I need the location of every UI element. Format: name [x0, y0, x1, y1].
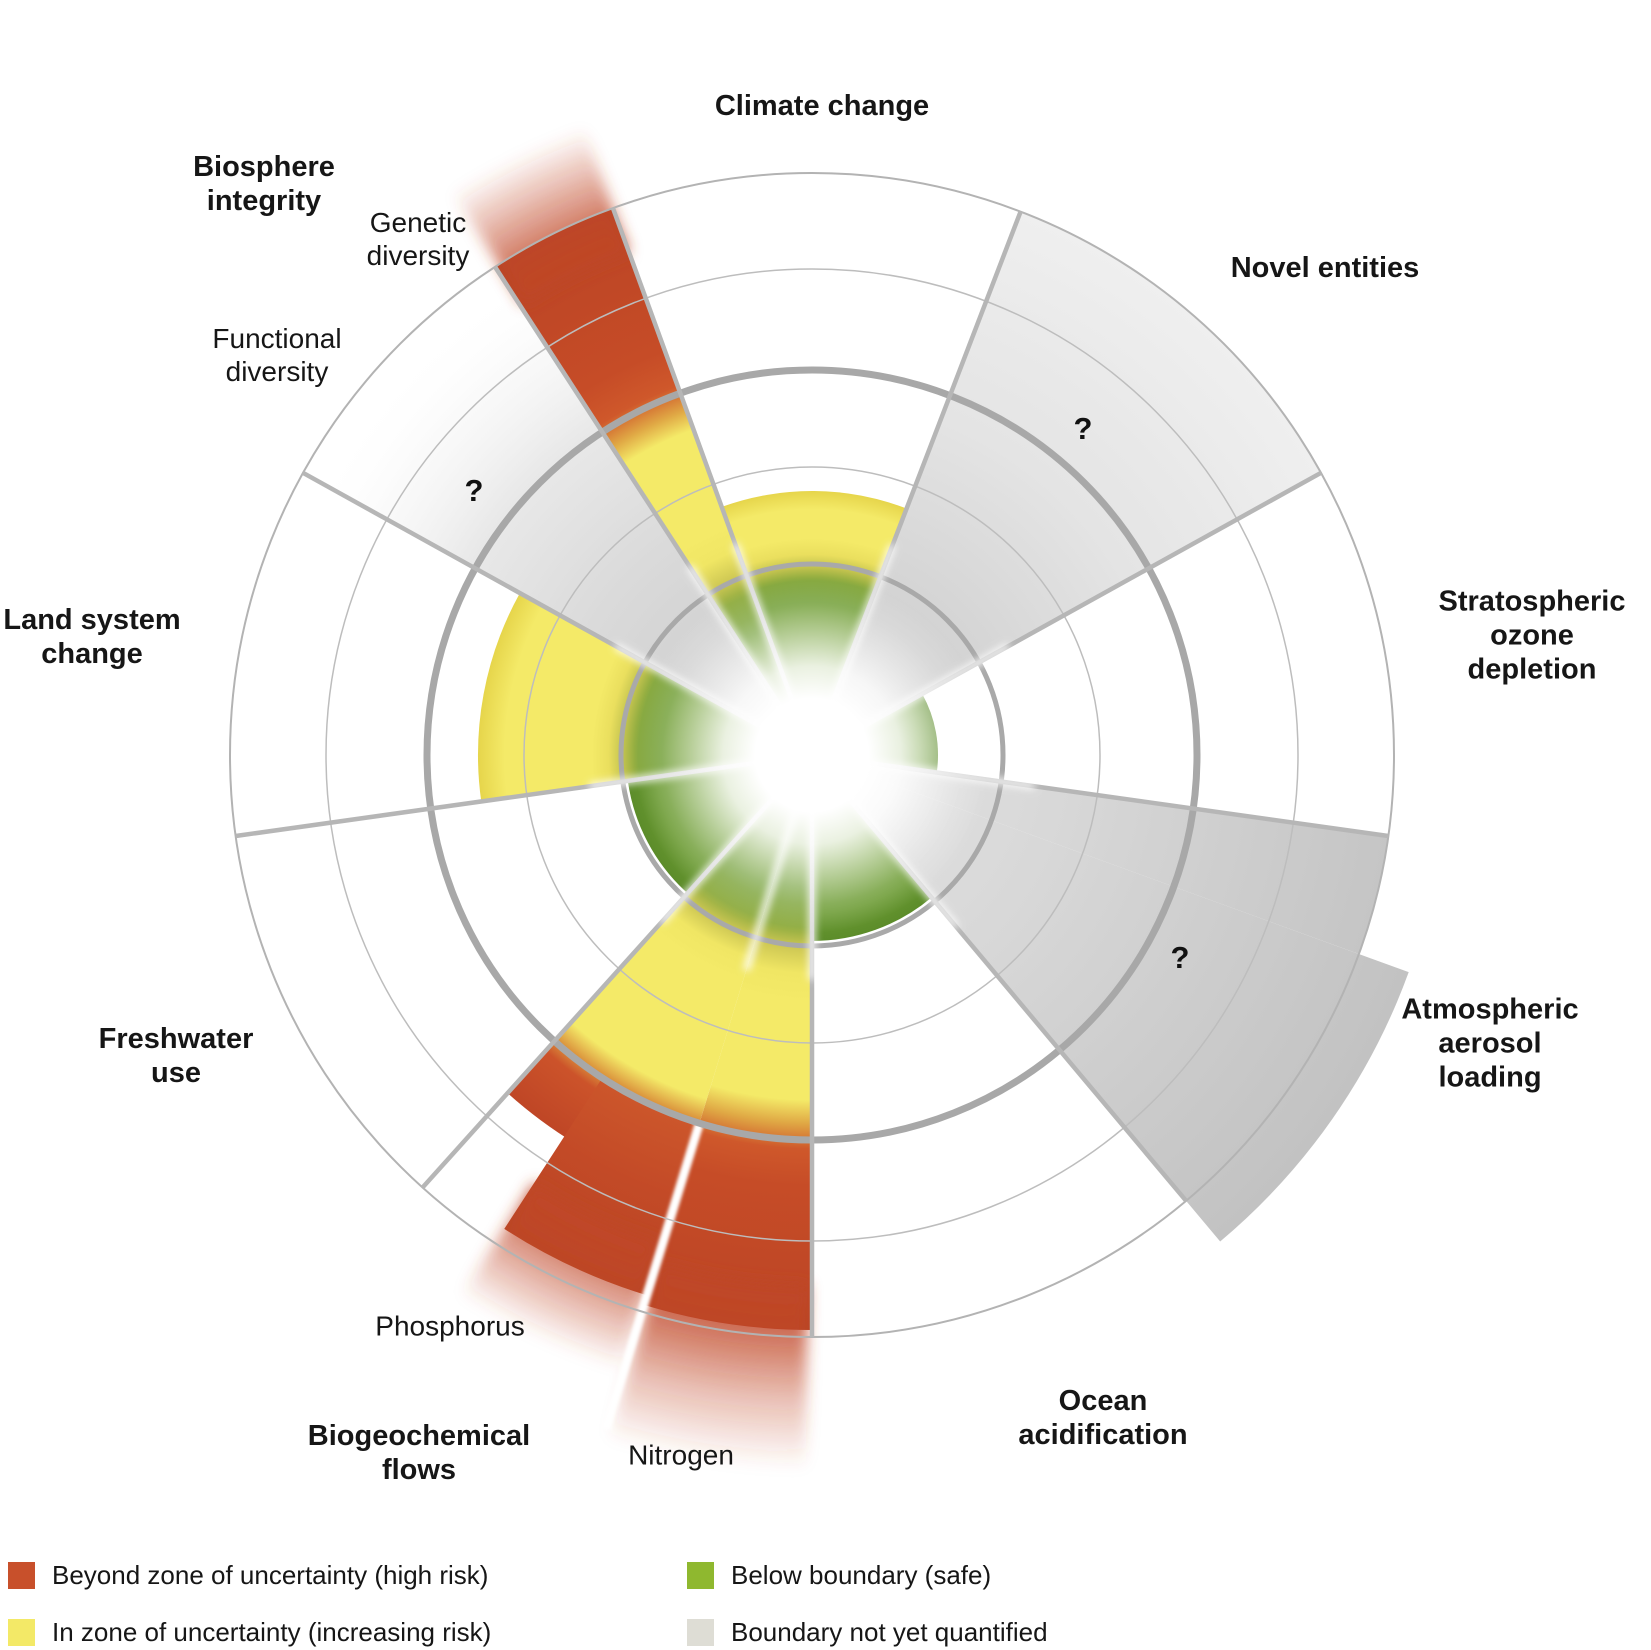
legend-label-safe: Below boundary (safe): [731, 1560, 992, 1590]
question-mark-functional: ?: [464, 473, 484, 508]
question-mark-aerosol: ?: [1170, 940, 1190, 975]
legend-label-not-quantified: Boundary not yet quantified: [731, 1617, 1048, 1647]
legend-item-high-risk: Beyond zone of uncertainty (high risk): [8, 1560, 488, 1591]
legend-item-safe: Below boundary (safe): [687, 1560, 991, 1591]
nitrogen-phosphorus-gap: [601, 1122, 704, 1431]
label-nitrogen: Nitrogen: [628, 1439, 734, 1471]
label-stratospheric-ozone: Stratospheric ozone depletion: [1438, 585, 1626, 687]
overshoot-tails: [452, 127, 808, 1470]
label-land-system-change: Land system change: [3, 603, 181, 670]
label-ocean-acidification: Ocean acidification: [1018, 1384, 1188, 1451]
legend-label-increasing-risk: In zone of uncertainty (increasing risk): [52, 1617, 492, 1647]
label-biosphere-integrity: Biosphere integrity: [193, 150, 335, 217]
legend-swatch-safe: [687, 1562, 714, 1589]
legend-item-not-quantified: Boundary not yet quantified: [687, 1617, 1048, 1648]
label-phosphorus: Phosphorus: [375, 1310, 525, 1342]
label-novel-entities: Novel entities: [1230, 251, 1420, 284]
label-biogeochemical-flows: Biogeochemical flows: [307, 1419, 531, 1486]
legend-swatch-increasing-risk: [8, 1619, 35, 1646]
label-freshwater-use: Freshwater use: [98, 1022, 254, 1089]
center-glow: [634, 577, 990, 933]
legend-label-high-risk: Beyond zone of uncertainty (high risk): [52, 1560, 489, 1590]
label-genetic-diversity: Genetic diversity: [366, 206, 470, 271]
legend-item-increasing-risk: In zone of uncertainty (increasing risk): [8, 1617, 491, 1648]
legend-swatch-high-risk: [8, 1562, 35, 1589]
question-mark-novel-entities: ?: [1073, 411, 1093, 446]
label-climate-change: Climate change: [714, 89, 930, 122]
legend-swatch-not-quantified: [687, 1619, 714, 1646]
label-functional-diversity: Functional diversity: [212, 322, 342, 387]
label-aerosol-loading: Atmospheric aerosol loading: [1401, 993, 1579, 1095]
